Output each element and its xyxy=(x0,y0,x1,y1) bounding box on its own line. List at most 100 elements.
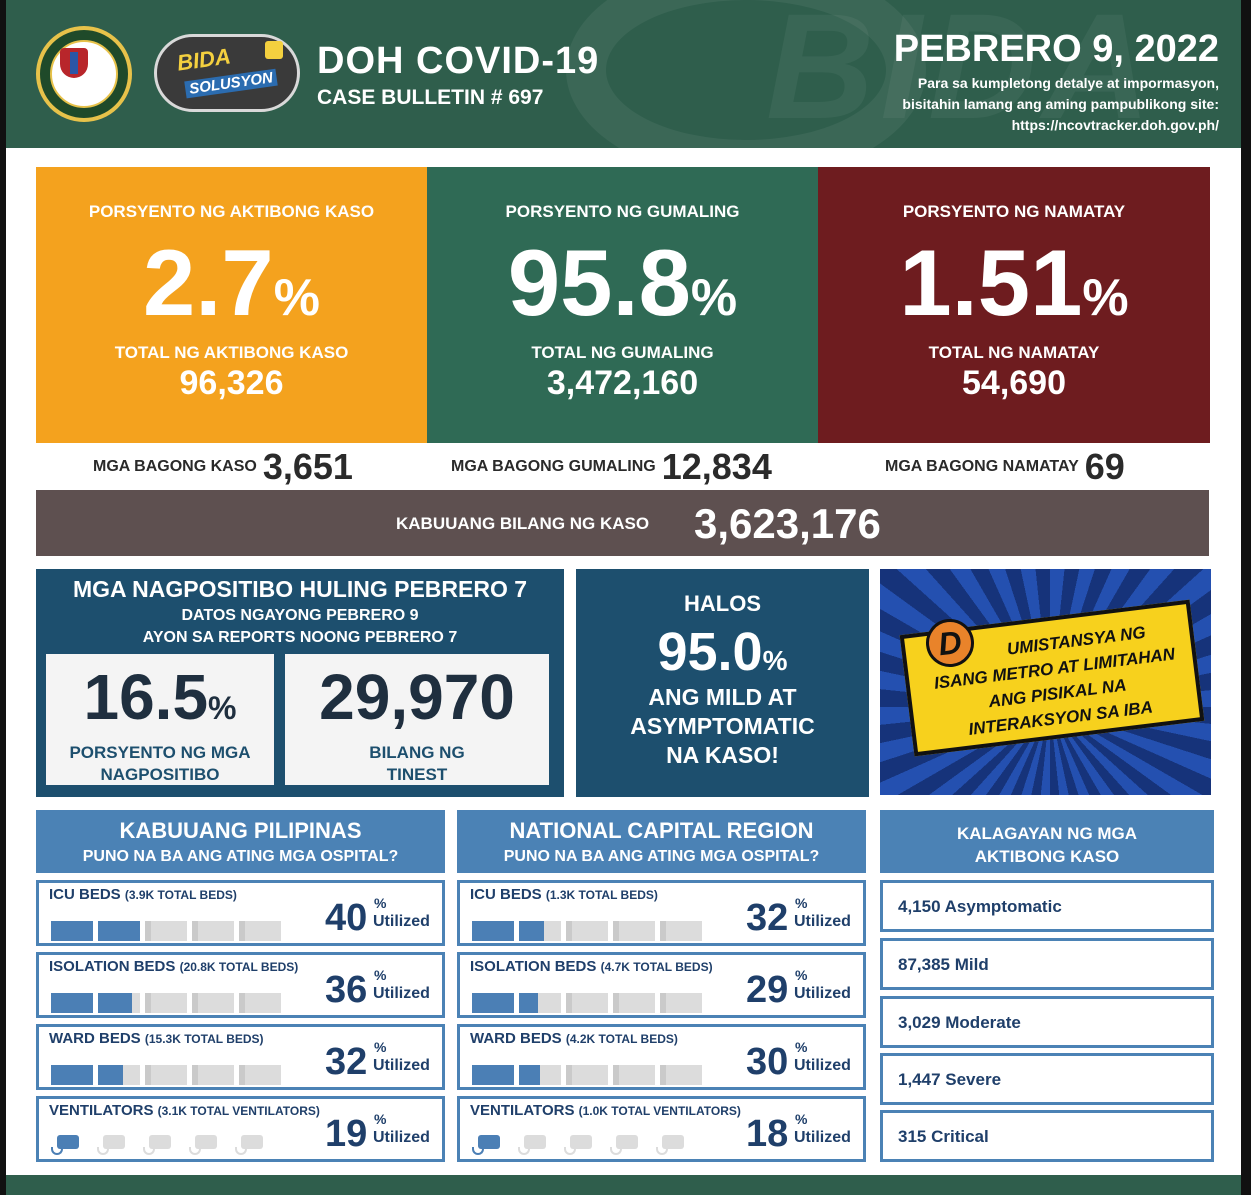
bed-icon xyxy=(98,1065,140,1085)
bed-icon xyxy=(239,993,281,1013)
plus-icon xyxy=(265,41,283,59)
utilization-value: 30 xyxy=(746,1041,789,1083)
bed-icon xyxy=(51,993,93,1013)
tested-count-card: 29,970 BILANG NG TINEST xyxy=(285,654,549,785)
ventilator-icon xyxy=(235,1131,267,1157)
recovered-total: 3,472,160 xyxy=(546,364,699,402)
ventilator-icon xyxy=(143,1131,175,1157)
new-cases: MGA BAGONG KASO 3,651 xyxy=(93,446,353,487)
bulletin-page: BIDA BIDA SOLUSYON DOH COVID-19 CASE BUL… xyxy=(6,0,1241,1195)
utilization-value: 29 xyxy=(746,969,789,1011)
bed-icon xyxy=(51,921,93,941)
status-item: 87,385 Mild xyxy=(880,938,1214,990)
bed-icon xyxy=(472,1065,514,1085)
utilization-bars xyxy=(472,909,712,941)
status-item: 1,447 Severe xyxy=(880,1053,1214,1105)
bed-icon xyxy=(145,921,187,941)
utilization-bars xyxy=(51,1125,291,1157)
bed-icon xyxy=(472,921,514,941)
bulletin-number: CASE BULLETIN # 697 xyxy=(317,86,544,109)
bed-icon xyxy=(51,1065,93,1085)
bed-icon xyxy=(613,993,655,1013)
ventilator-icon xyxy=(189,1131,221,1157)
row-label: WARD BEDS (15.3K TOTAL BEDS) xyxy=(49,1030,264,1047)
utilization-value: 19 xyxy=(325,1113,368,1155)
bed-icon xyxy=(145,993,187,1013)
bed-icon xyxy=(566,921,608,941)
active-percent: 2.7% xyxy=(143,230,320,335)
utilization-value: 18 xyxy=(746,1113,789,1155)
active-total: 96,326 xyxy=(179,364,284,402)
bed-icon xyxy=(239,921,281,941)
ventilator-icon xyxy=(518,1131,550,1157)
bed-icon xyxy=(566,1065,608,1085)
bed-icon xyxy=(192,1065,234,1085)
bida-solusyon-logo: BIDA SOLUSYON xyxy=(154,34,300,112)
total-cases-bar: KABUUANG BILANG NG KASO 3,623,176 xyxy=(36,490,1209,556)
utilization-bars xyxy=(51,909,291,941)
positivity-panel: MGA NAGPOSITIBO HULING PEBRERO 7 DATOS N… xyxy=(36,569,564,797)
bed-icon xyxy=(145,1065,187,1085)
ventilator-icon xyxy=(51,1131,83,1157)
utilization-bars xyxy=(472,1125,712,1157)
utilization-bars xyxy=(472,981,712,1013)
status-item: 4,150 Asymptomatic xyxy=(880,880,1214,932)
utilization-row: VENTILATORS (3.1K TOTAL VENTILATORS) 19% U… xyxy=(36,1096,445,1162)
utilization-value: 36 xyxy=(325,969,368,1011)
positivity-rate-card: 16.5% PORSYENTO NG MGA NAGPOSITIBO xyxy=(46,654,274,785)
bed-icon xyxy=(613,1065,655,1085)
bed-icon xyxy=(519,1065,561,1085)
utilization-value: 32 xyxy=(746,897,789,939)
bed-icon xyxy=(566,993,608,1013)
bed-icon xyxy=(519,921,561,941)
new-recovered: MGA BAGONG GUMALING 12,834 xyxy=(451,446,772,487)
utilization-row: WARD BEDS (4.2K TOTAL BEDS) 30% Utilized xyxy=(457,1024,866,1090)
utilization-row: ICU BEDS (3.9K TOTAL BEDS) 40% Utilized xyxy=(36,880,445,946)
bulletin-date: PEBRERO 9, 2022 xyxy=(893,28,1219,70)
utilization-value: 32 xyxy=(325,1041,368,1083)
tracker-link[interactable]: https://ncovtracker.doh.gov.ph/ xyxy=(1011,117,1219,133)
utilization-value: 40 xyxy=(325,897,368,939)
page-title: DOH COVID-19 xyxy=(317,40,600,82)
utilization-bars xyxy=(51,1053,291,1085)
header: BIDA BIDA SOLUSYON DOH COVID-19 CASE BUL… xyxy=(6,0,1241,148)
bed-icon xyxy=(472,993,514,1013)
status-item: 3,029 Moderate xyxy=(880,996,1214,1048)
new-deaths: MGA BAGONG NAMATAY 69 xyxy=(885,446,1125,487)
deaths-card: PORSYENTO NG NAMATAY 1.51% TOTAL NG NAMA… xyxy=(818,167,1210,443)
bed-icon xyxy=(613,921,655,941)
row-label: ISOLATION BEDS (4.7K TOTAL BEDS) xyxy=(470,958,713,975)
recovered-percent: 95.8% xyxy=(507,230,738,335)
bed-icon xyxy=(239,1065,281,1085)
recovered-card: PORSYENTO NG GUMALING 95.8% TOTAL NG GUM… xyxy=(427,167,818,443)
active-cases-card: PORSYENTO NG AKTIBONG KASO 2.7% TOTAL NG… xyxy=(36,167,427,443)
bed-icon xyxy=(660,993,702,1013)
status-item: 315 Critical xyxy=(880,1110,1214,1162)
ventilator-icon xyxy=(97,1131,129,1157)
ventilator-icon xyxy=(610,1131,642,1157)
footer-bar xyxy=(6,1175,1241,1195)
bed-icon xyxy=(660,1065,702,1085)
watermark-text: BIDA xyxy=(766,0,1157,148)
doh-seal-icon xyxy=(36,26,132,122)
bed-icon xyxy=(98,993,140,1013)
utilization-row: ISOLATION BEDS (4.7K TOTAL BEDS) 29% Utili… xyxy=(457,952,866,1018)
mild-cases-panel: HALOS 95.0% ANG MILD AT ASYMPTOMATIC NA … xyxy=(576,569,869,797)
bed-icon xyxy=(192,921,234,941)
row-label: ISOLATION BEDS (20.8K TOTAL BEDS) xyxy=(49,958,299,975)
total-cases-value: 3,623,176 xyxy=(694,500,881,547)
utilization-bars xyxy=(51,981,291,1013)
utilization-row: VENTILATORS (1.0K TOTAL VENTILATORS) 18% U… xyxy=(457,1096,866,1162)
row-label: ICU BEDS (1.3K TOTAL BEDS) xyxy=(470,886,658,903)
utilization-bars xyxy=(472,1053,712,1085)
deaths-percent: 1.51% xyxy=(899,230,1129,335)
utilization-row: WARD BEDS (15.3K TOTAL BEDS) 32% Utilized xyxy=(36,1024,445,1090)
utilization-row: ICU BEDS (1.3K TOTAL BEDS) 32% Utilized xyxy=(457,880,866,946)
bed-icon xyxy=(660,921,702,941)
bed-icon xyxy=(98,921,140,941)
row-label: VENTILATORS (3.1K TOTAL VENTILATORS) xyxy=(49,1102,320,1119)
info-text: Para sa kumpletong detalye at impormasyo… xyxy=(902,73,1219,136)
ventilator-icon xyxy=(656,1131,688,1157)
distancing-banner: UMISTANSYA NG ISANG METRO AT LIMITAHAN A… xyxy=(880,569,1211,795)
row-label: ICU BEDS (3.9K TOTAL BEDS) xyxy=(49,886,237,903)
